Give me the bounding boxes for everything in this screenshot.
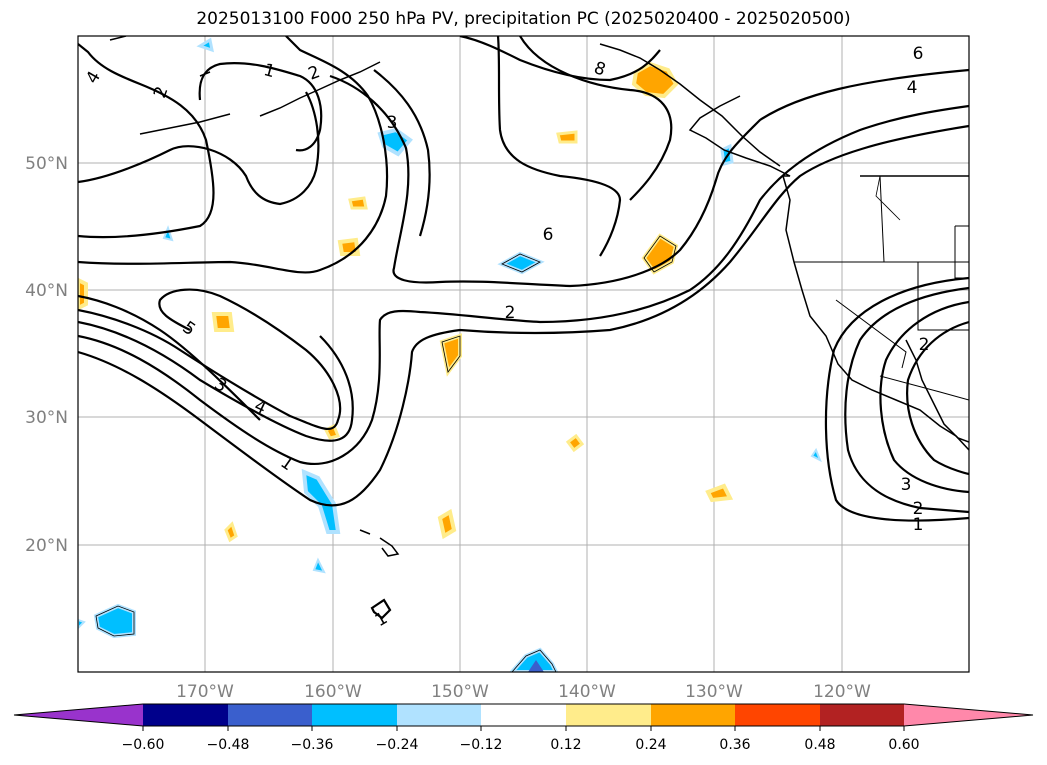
lat-tick-label: 20°N (25, 536, 68, 556)
contour-label: 6 (913, 44, 924, 64)
contour-label: 1 (261, 60, 277, 82)
colorbar-segment (651, 704, 735, 726)
colorbar-tick-label: −0.36 (291, 737, 334, 753)
colorbar-segment (397, 704, 481, 726)
colorbar-extend-left (14, 704, 143, 726)
precip-neg-patch (528, 660, 544, 672)
precip-pos-patch (565, 433, 585, 453)
lat-tick-label: 30°N (25, 408, 68, 428)
colorbar-extend-right (904, 704, 1033, 726)
colorbar-tick-label: 0.12 (550, 737, 581, 753)
precip-neg-patch (810, 447, 822, 463)
contour-label: 6 (543, 225, 554, 245)
pv-contours (78, 36, 969, 620)
contour-label: 2 (919, 335, 930, 355)
gridlines (78, 36, 969, 672)
contour-label: 4 (907, 78, 918, 98)
colorbar-segment (481, 704, 566, 726)
lon-tick-label: 120°W (813, 682, 871, 702)
precip-neg-patch (196, 37, 214, 53)
plot-frame (77, 35, 970, 673)
colorbar-tick-label: −0.12 (460, 737, 503, 753)
lon-tick-label: 170°W (176, 682, 234, 702)
contour-label: 3 (901, 475, 912, 495)
contour-label: 1 (913, 515, 924, 535)
colorbar-tick-label: −0.48 (207, 737, 250, 753)
precip-neg-patch (312, 557, 326, 574)
lon-tick-label: 140°W (558, 682, 616, 702)
colorbar-segment (228, 704, 312, 726)
contour-label: 2 (505, 303, 516, 323)
colorbar-tick-label: 0.60 (888, 737, 919, 753)
plot-area (78, 36, 969, 672)
lon-tick-label: 150°W (431, 682, 489, 702)
precip-neg-patch (301, 468, 341, 534)
colorbar-segment (312, 704, 397, 726)
colorbar-tick-label: 0.48 (804, 737, 835, 753)
contour-label: 2 (913, 499, 924, 519)
lat-axis: 50°N 40°N 30°N 20°N (25, 154, 68, 556)
precip-outlines (95, 235, 677, 672)
colorbar-segment (143, 704, 228, 726)
colorbar-tick-label: −0.60 (122, 737, 165, 753)
precip-pos-patch (78, 277, 88, 311)
colorbar-segment (820, 704, 904, 726)
colorbar: −0.60 −0.48 −0.36 −0.24 −0.12 0.12 0.24 … (13, 703, 1034, 753)
contour-label: 3 (387, 113, 398, 133)
precip-pos-patch (437, 508, 457, 540)
colorbar-ticks (142, 726, 905, 731)
precip-pos-patch (348, 196, 368, 210)
precip-pos-patch (224, 521, 238, 543)
lon-axis: 170°W 160°W 150°W 140°W 130°W 120°W (176, 682, 871, 702)
map-title: 2025013100 F000 250 hPa PV, precipitatio… (196, 9, 851, 29)
colorbar-segment (735, 704, 820, 726)
lat-tick-label: 50°N (25, 154, 68, 174)
colorbar-segment (566, 704, 651, 726)
lon-tick-label: 130°W (685, 682, 743, 702)
coastlines (109, 36, 969, 557)
precip-pos-patch (556, 130, 578, 144)
lon-tick-label: 160°W (304, 682, 362, 702)
precip-pos-patch (337, 237, 361, 256)
colorbar-tick-label: −0.24 (376, 737, 419, 753)
lat-tick-label: 40°N (25, 281, 68, 301)
precip-pos-patch (705, 483, 734, 503)
precip-pos-patch (211, 312, 235, 332)
colorbar-tick-label: 0.36 (719, 737, 750, 753)
colorbar-tick-label: 0.24 (635, 737, 666, 753)
precip-neg-patch (78, 618, 86, 630)
